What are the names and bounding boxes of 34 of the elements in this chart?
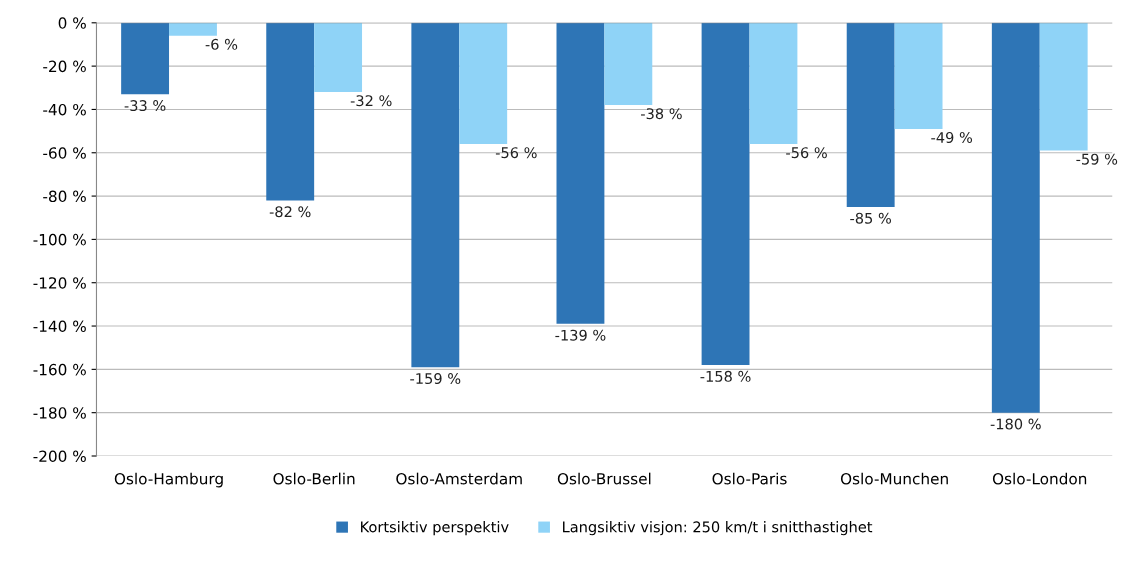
data-label: -159 % — [410, 373, 461, 385]
data-label: -6 % — [205, 38, 238, 50]
data-label: -139 % — [555, 329, 606, 341]
data-label: -33 % — [124, 100, 166, 112]
data-label: -32 % — [350, 95, 392, 107]
y-tick-label: -60 % — [43, 147, 86, 159]
data-label: -56 % — [786, 147, 827, 159]
data-label: -56 % — [495, 147, 537, 159]
y-tick-label: -100 % — [33, 233, 86, 246]
data-label: -49 % — [931, 131, 973, 143]
legend-label: Kortsiktiv perspektiv — [361, 521, 509, 536]
x-tick-label: Oslo-London — [992, 472, 1087, 485]
x-tick-label: Oslo-Hamburg — [114, 472, 223, 488]
data-label: -38 % — [641, 108, 682, 120]
data-label: -82 % — [269, 206, 311, 218]
data-label: -180 % — [990, 418, 1041, 430]
x-tick-label: Oslo-Amsterdam — [396, 472, 522, 485]
x-tick-label: Oslo-Munchen — [840, 472, 948, 485]
y-tick-label: -180 % — [33, 407, 86, 419]
x-tick-label: Oslo-Paris — [712, 472, 787, 485]
x-tick-label: Oslo-Berlin — [273, 472, 355, 485]
y-tick-label: -80 % — [43, 190, 86, 203]
y-tick-label: -140 % — [33, 320, 86, 333]
data-label: -158 % — [700, 370, 751, 382]
y-tick-label: -120 % — [33, 277, 86, 289]
x-tick-label: Oslo-Brussel — [557, 472, 651, 485]
data-label: -85 % — [850, 212, 892, 224]
y-tick-label: 0 % — [58, 17, 86, 29]
y-tick-label: -40 % — [43, 103, 86, 116]
y-tick-label: -200 % — [33, 450, 86, 463]
data-label: -59 % — [1076, 153, 1118, 165]
legend-label: Langsiktiv visjon: 250 km/t i snitthastighet — [563, 521, 873, 536]
y-tick-label: -160 % — [33, 363, 86, 376]
y-tick-label: -20 % — [43, 60, 86, 73]
